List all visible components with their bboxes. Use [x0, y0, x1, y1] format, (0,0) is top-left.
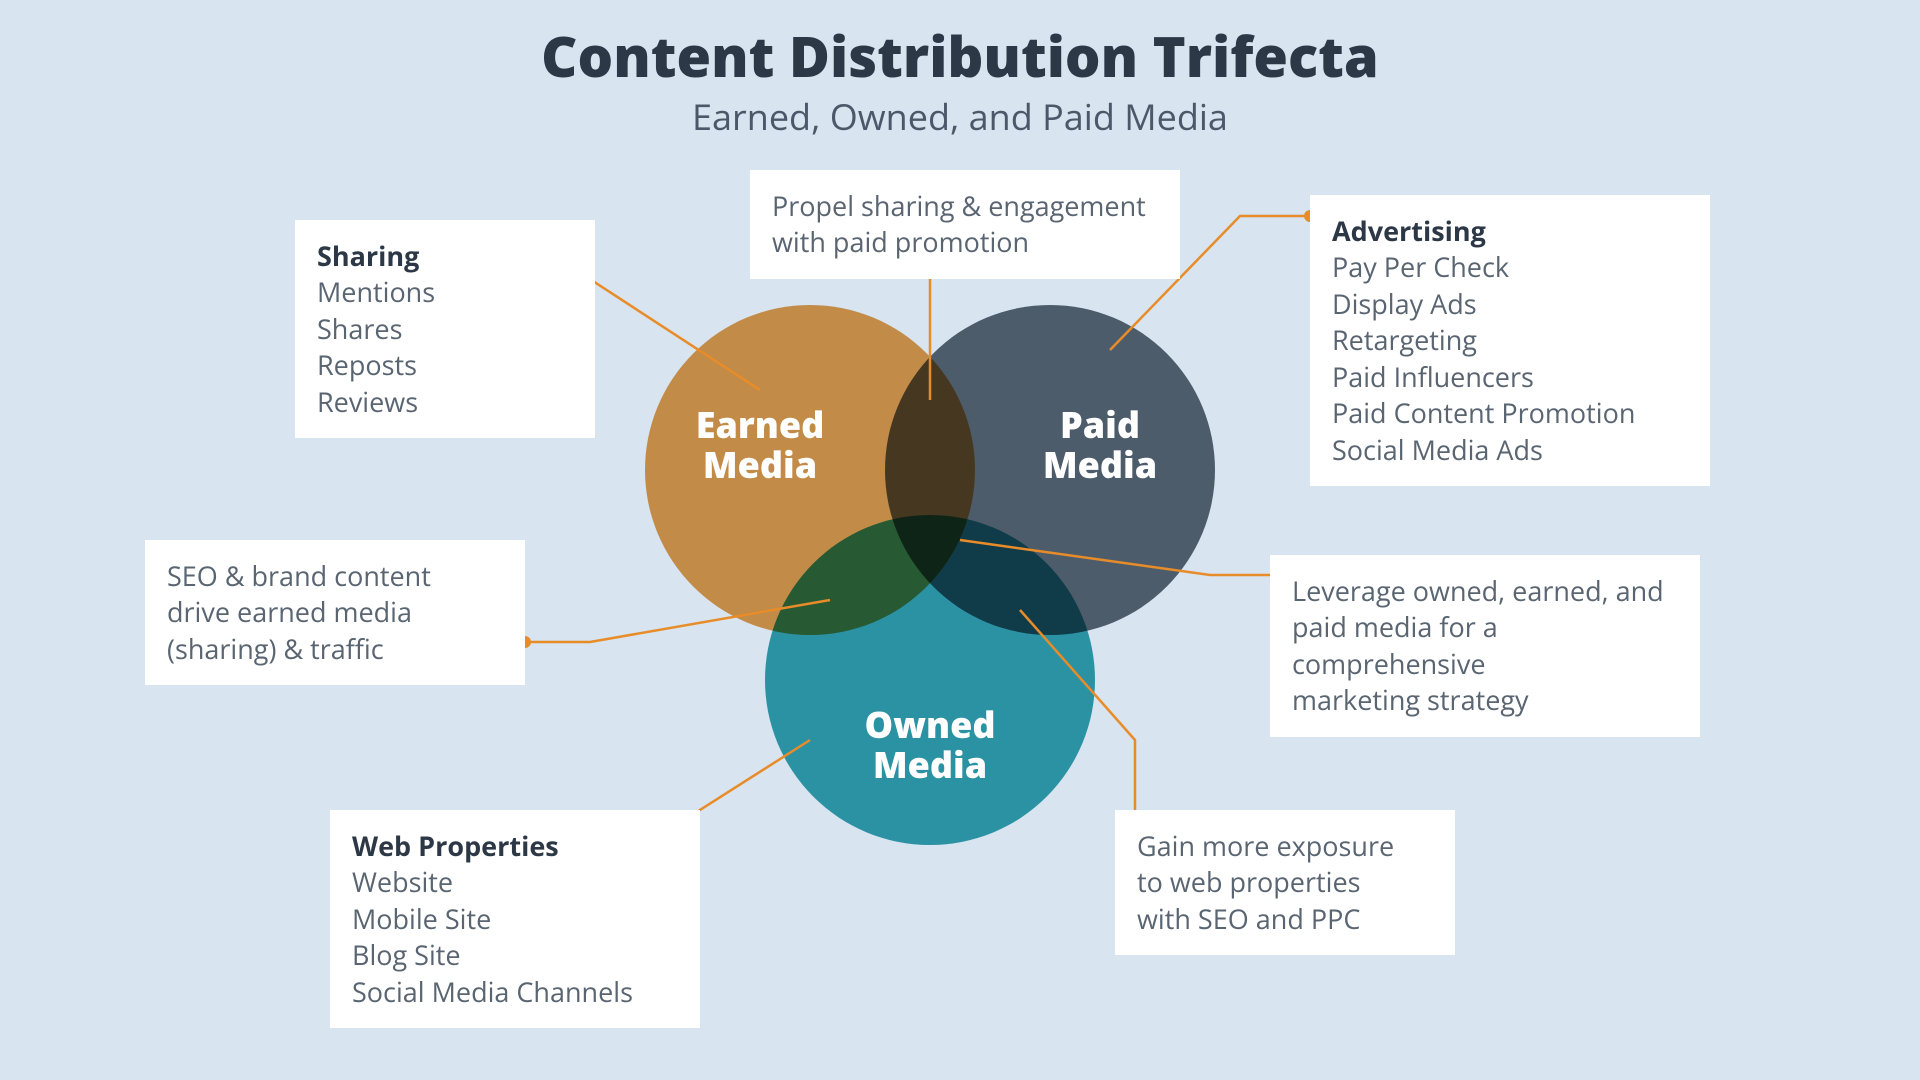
infographic-stage: Content Distribution Trifecta Earned, Ow… [0, 0, 1920, 1080]
callout-item: Mobile Site [352, 901, 678, 937]
page-title: Content Distribution Trifecta [0, 18, 1920, 94]
callout-item: Reviews [317, 384, 573, 420]
callout-item: to web properties [1137, 864, 1433, 900]
callout-item: Social Media Ads [1332, 432, 1688, 468]
callout-heading: Web Properties [352, 828, 678, 864]
callout-item: Display Ads [1332, 286, 1688, 322]
callout-item: Blog Site [352, 937, 678, 973]
callout-sharing: SharingMentionsSharesRepostsReviews [295, 220, 595, 438]
callout-item: Propel sharing & engagement [772, 188, 1158, 224]
callout-heading: Sharing [317, 238, 573, 274]
callout-propel: Propel sharing & engagementwith paid pro… [750, 170, 1180, 279]
callout-item: Reposts [317, 347, 573, 383]
callout-web-props: Web PropertiesWebsiteMobile SiteBlog Sit… [330, 810, 700, 1028]
callout-item: Paid Content Promotion [1332, 395, 1688, 431]
callout-item: drive earned media [167, 594, 503, 630]
callout-leverage: Leverage owned, earned, andpaid media fo… [1270, 555, 1700, 737]
venn-circle-owned [765, 515, 1095, 845]
callout-advertising: AdvertisingPay Per CheckDisplay AdsRetar… [1310, 195, 1710, 486]
callout-seo-brand: SEO & brand contentdrive earned media(sh… [145, 540, 525, 685]
callout-exposure: Gain more exposureto web propertieswith … [1115, 810, 1455, 955]
callout-item: (sharing) & traffic [167, 631, 503, 667]
callout-item: with SEO and PPC [1137, 901, 1433, 937]
page-subtitle: Earned, Owned, and Paid Media [0, 92, 1920, 141]
callout-item: Paid Influencers [1332, 359, 1688, 395]
callout-item: Social Media Channels [352, 974, 678, 1010]
callout-item: Gain more exposure [1137, 828, 1433, 864]
callout-item: Website [352, 864, 678, 900]
callout-item: with paid promotion [772, 224, 1158, 260]
callout-item: Mentions [317, 274, 573, 310]
callout-heading: Advertising [1332, 213, 1688, 249]
callout-item: Shares [317, 311, 573, 347]
callout-item: Leverage owned, earned, and [1292, 573, 1678, 609]
callout-item: marketing strategy [1292, 682, 1678, 718]
callout-item: SEO & brand content [167, 558, 503, 594]
callout-item: Pay Per Check [1332, 249, 1688, 285]
callout-item: paid media for a comprehensive [1292, 609, 1678, 682]
callout-item: Retargeting [1332, 322, 1688, 358]
